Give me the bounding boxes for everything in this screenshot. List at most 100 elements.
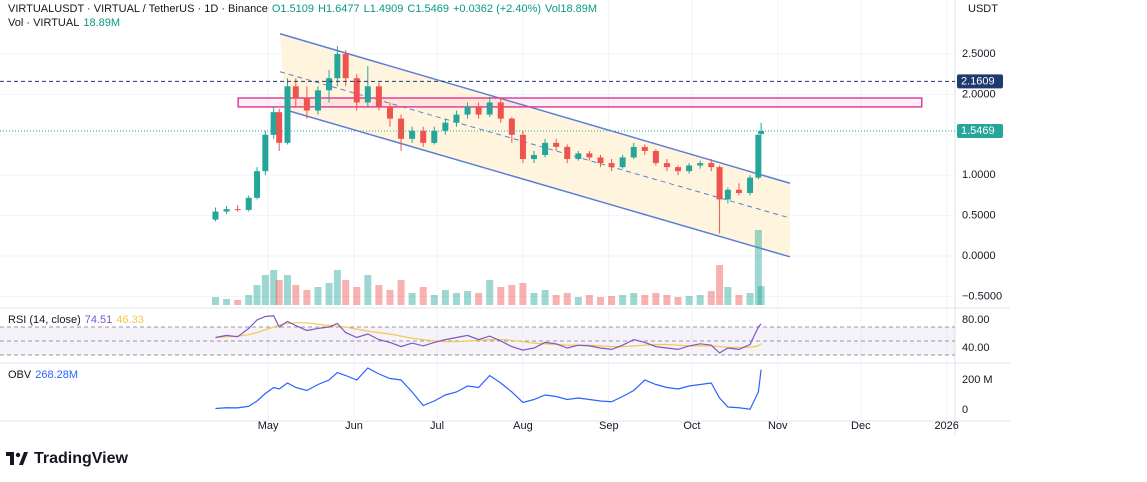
- candle-body: [276, 112, 283, 143]
- candle-body: [597, 157, 604, 164]
- volume-bar: [663, 295, 671, 305]
- open: O1.5109: [271, 3, 315, 15]
- x-tick-label: Jul: [430, 420, 444, 432]
- candle-body: [508, 118, 515, 135]
- volume-bar: [223, 299, 231, 305]
- volume-bar: [746, 293, 754, 305]
- candle-body: [652, 150, 659, 164]
- volume-bar: [596, 297, 604, 305]
- volume-bar: [283, 275, 291, 305]
- y-tick-label: 80.00: [962, 314, 990, 326]
- candle-body: [442, 122, 449, 131]
- candle-body: [420, 130, 427, 143]
- volume-bar: [652, 293, 660, 305]
- volume-bar: [735, 295, 743, 305]
- candle-body: [586, 153, 593, 158]
- candle-body: [453, 114, 460, 123]
- candle-body: [486, 102, 493, 115]
- x-tick-label: Sep: [599, 420, 619, 432]
- change: +0.0362 (+2.40%): [452, 3, 542, 15]
- candle-body: [758, 130, 765, 134]
- volume-bar: [408, 293, 416, 305]
- volume-bar: [364, 275, 372, 305]
- y-tick-label: 2.0000: [962, 88, 996, 100]
- rsi-legend: RSI (14, close) 74.51 46.33: [8, 314, 144, 326]
- y-tick-label: 1.0000: [962, 169, 996, 181]
- candle-body: [292, 86, 299, 99]
- candle-body: [735, 189, 742, 193]
- volume-bar: [563, 293, 571, 305]
- volume-bar: [497, 287, 505, 305]
- logo-text: TradingView: [34, 450, 128, 467]
- volume-bar: [530, 293, 538, 305]
- candle-body: [531, 154, 538, 160]
- candle-body: [398, 118, 405, 139]
- price-label: 1.5469: [961, 125, 995, 137]
- volume-bar: [441, 290, 449, 305]
- channel-line: [279, 33, 791, 185]
- legend-row: VIRTUALUSDT · VIRTUAL / TetherUS · 1D · …: [8, 3, 597, 15]
- volume-bar: [464, 291, 472, 305]
- low: L1.4909: [363, 3, 404, 15]
- vol-row: Vol · VIRTUAL 18.89M: [8, 17, 120, 29]
- candle-body: [619, 157, 626, 168]
- volume-bar: [508, 285, 516, 305]
- candle-body: [464, 106, 471, 115]
- obv-line: [215, 367, 762, 410]
- volume-bar: [419, 287, 427, 305]
- volume-bar: [552, 295, 560, 305]
- volume-bar: [519, 283, 527, 305]
- volume-bar: [253, 285, 261, 305]
- volume-bar: [641, 295, 649, 305]
- candle-body: [245, 197, 252, 210]
- candle-body: [409, 130, 416, 139]
- x-tick-label: Dec: [851, 420, 871, 432]
- candle-body: [608, 163, 615, 168]
- volume-bar: [234, 300, 242, 305]
- volume-bar: [724, 287, 732, 305]
- volume-bar: [486, 280, 494, 305]
- rsi-ma-line: [215, 322, 762, 348]
- candle-body: [675, 167, 682, 172]
- x-tick-label: Jun: [345, 420, 363, 432]
- rsi-line: [215, 315, 762, 354]
- candle-body: [755, 134, 762, 178]
- candle-body: [542, 142, 549, 155]
- volume-bar: [757, 286, 765, 305]
- candle-body: [270, 112, 277, 135]
- zone: [237, 97, 923, 108]
- volume-bar: [342, 280, 350, 305]
- channel-line: [284, 109, 791, 258]
- rsi-value: 74.51: [84, 314, 113, 326]
- obv-legend: OBV 268.28M: [8, 369, 78, 381]
- volume-bar: [674, 297, 682, 305]
- close: C1.5469: [407, 3, 449, 15]
- volume-bar: [245, 295, 253, 305]
- volume-bar: [630, 293, 638, 305]
- candle-body: [630, 146, 637, 158]
- rsi-title: RSI (14, close): [8, 314, 81, 326]
- channel-line: [279, 71, 791, 219]
- volume-bar: [333, 270, 341, 305]
- volume-bar: [397, 280, 405, 305]
- y-tick-label: 0.0000: [962, 250, 996, 262]
- candle-body: [553, 142, 560, 147]
- volume-bar: [292, 285, 300, 305]
- y-tick-label: 40.00: [962, 342, 990, 354]
- candle-body: [697, 163, 704, 166]
- volume-bar: [608, 296, 616, 305]
- candle-body: [234, 209, 241, 211]
- y-tick-label: 0: [962, 404, 968, 416]
- candle-body: [716, 167, 723, 200]
- y-tick-label: 200 M: [962, 374, 993, 386]
- obv-value: 268.28M: [35, 369, 79, 381]
- volume-bar: [314, 287, 322, 305]
- y-tick-label: 2.5000: [962, 48, 996, 60]
- candle-body: [212, 211, 219, 220]
- currency: USDT: [968, 3, 998, 15]
- volume-bar: [707, 291, 715, 305]
- candle-body: [223, 209, 230, 212]
- candle-body: [353, 78, 360, 103]
- candle-body: [475, 106, 482, 115]
